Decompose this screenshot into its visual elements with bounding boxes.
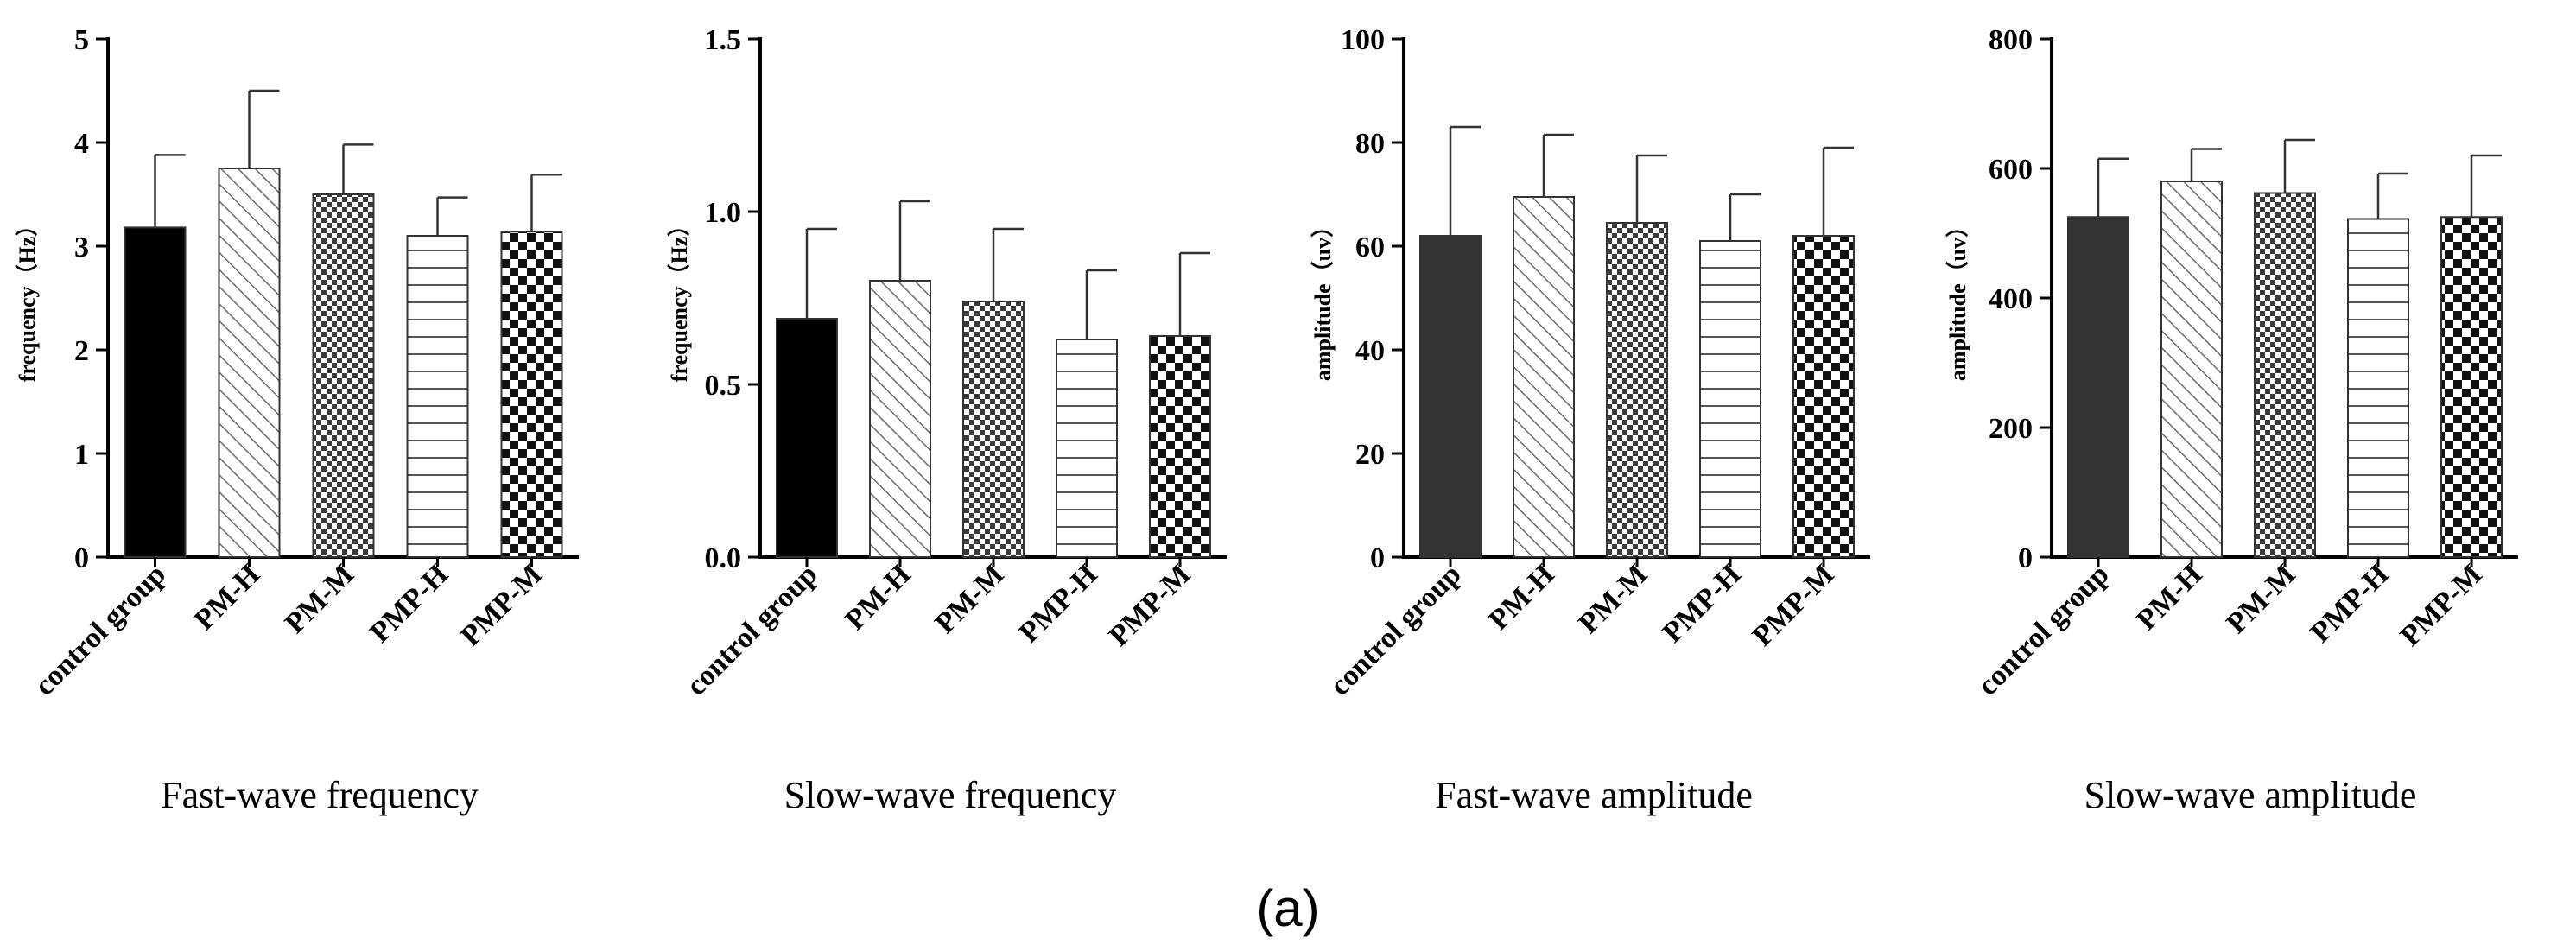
y-tick-label: 400 — [1989, 283, 2033, 315]
bar-pmp-m — [1792, 235, 1855, 558]
bar-pmp-h — [1699, 240, 1761, 558]
chart-fast-wave-amplitude: amplitude（uv） Fast-wave amplitude 0 20 40 6… — [1310, 24, 1870, 816]
bar-pmp-h — [406, 235, 469, 558]
x-tick-label: PMP-H — [2305, 558, 2395, 649]
chart-fast-wave-frequency: frequency（Hz） Fast-wave frequency 0 1 2 3 4 5… — [15, 24, 579, 816]
y-tick-label: 1 — [74, 439, 89, 471]
bar-pm-m — [1606, 222, 1668, 558]
y-tick-label: 0.0 — [705, 542, 742, 574]
chart-title: Fast-wave amplitude — [1435, 774, 1753, 816]
bar-pm-m — [312, 193, 375, 558]
y-tick-label: 100 — [1341, 24, 1385, 56]
figure-label: (a) — [1256, 879, 1319, 937]
x-tick-label: PM-H — [839, 558, 917, 636]
bar-control-group — [1419, 235, 1482, 558]
x-tick-label: PM-H — [188, 558, 266, 636]
bar-pm-h — [1513, 196, 1575, 558]
y-tick-label: 0 — [2018, 542, 2033, 574]
chart-title: Slow-wave amplitude — [2084, 774, 2417, 816]
x-tick-label: control group — [1323, 558, 1467, 701]
x-tick-label: PMP-M — [1103, 558, 1197, 652]
bar-pm-m — [2254, 192, 2316, 558]
y-axis-label: frequency（Hz） — [667, 214, 692, 383]
bar-pmp-m — [1149, 335, 1211, 558]
x-tick-label: control group — [29, 558, 172, 701]
bar-pmp-m — [2440, 216, 2503, 558]
y-tick-label: 20 — [1355, 439, 1385, 471]
y-tick-label: 40 — [1355, 335, 1385, 367]
x-tick-label: PMP-M — [1747, 558, 1841, 652]
y-tick-label: 200 — [1989, 413, 2033, 445]
x-tick-label: PMP-H — [1657, 558, 1748, 649]
bar-pm-h — [2160, 181, 2223, 558]
bar-pmp-m — [500, 231, 563, 558]
x-tick-label: PM-H — [1482, 558, 1560, 636]
y-tick-label: 0 — [74, 542, 89, 574]
y-tick-label: 1.5 — [705, 24, 742, 56]
y-tick-label: 3 — [74, 231, 89, 263]
y-tick-label: 5 — [74, 24, 89, 56]
bar-pmp-h — [1056, 339, 1118, 558]
chart-slow-wave-frequency: frequency（Hz） Slow-wave frequency 0.0 0.5… — [667, 24, 1227, 816]
x-tick-label: PMP-H — [1013, 558, 1104, 649]
x-tick-label: control group — [1971, 558, 2115, 701]
y-tick-label: 600 — [1989, 154, 2033, 186]
bar-control-group — [124, 226, 187, 558]
x-tick-label: PM-M — [929, 558, 1010, 639]
x-tick-label: PM-M — [279, 558, 360, 639]
x-tick-label: control group — [680, 558, 823, 701]
chart-title: Fast-wave frequency — [161, 774, 479, 816]
y-axis-label: amplitude（uv） — [1310, 215, 1336, 381]
x-tick-label: PM-M — [2220, 558, 2301, 639]
bar-control-group — [2067, 216, 2129, 558]
y-axis-label: amplitude（uv） — [1945, 215, 1970, 381]
x-tick-label: PMP-H — [364, 558, 454, 649]
chart-title: Slow-wave frequency — [784, 774, 1117, 816]
bar-control-group — [776, 318, 838, 558]
y-tick-label: 4 — [74, 128, 89, 160]
bar-pm-h — [218, 168, 281, 558]
y-tick-label: 1.0 — [705, 197, 742, 229]
y-tick-label: 800 — [1989, 24, 2033, 56]
y-tick-label: 2 — [74, 335, 89, 367]
y-tick-label: 80 — [1355, 128, 1385, 160]
y-tick-label: 0.5 — [705, 370, 742, 402]
x-tick-label: PM-H — [2130, 558, 2208, 636]
y-tick-label: 60 — [1355, 231, 1385, 263]
bar-pm-h — [869, 280, 931, 558]
chart-slow-wave-amplitude: amplitude（uv） Slow-wave amplitude 0 200 40… — [1945, 24, 2518, 816]
x-tick-label: PM-M — [1572, 558, 1653, 639]
y-tick-label: 0 — [1370, 542, 1385, 574]
x-tick-label: PMP-M — [454, 558, 549, 652]
bar-pm-m — [962, 301, 1025, 558]
y-axis-label: frequency（Hz） — [15, 214, 40, 383]
x-tick-label: PMP-M — [2395, 558, 2489, 652]
bar-pmp-h — [2347, 218, 2409, 558]
